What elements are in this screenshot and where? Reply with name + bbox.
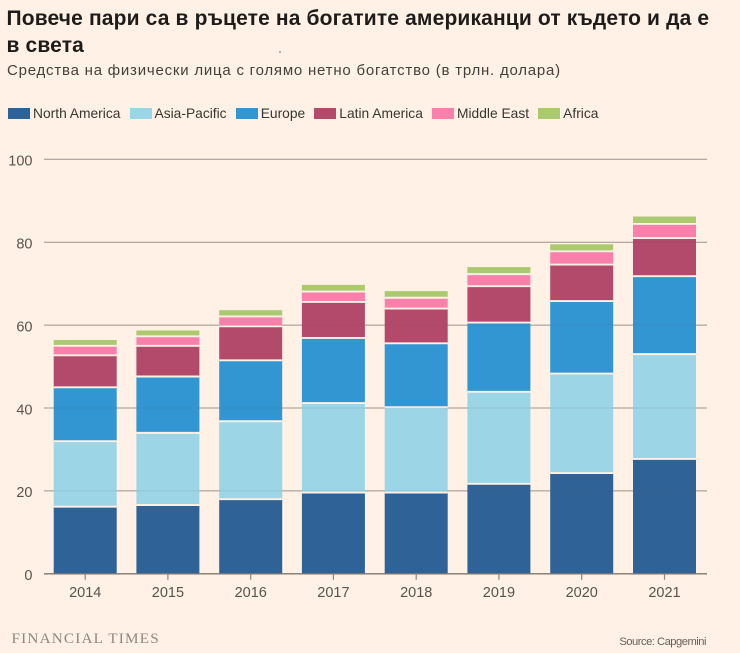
svg-text:60: 60 [16, 319, 32, 335]
svg-text:2018: 2018 [400, 585, 432, 601]
svg-text:80: 80 [16, 237, 32, 253]
svg-text:20: 20 [16, 485, 32, 501]
svg-text:2016: 2016 [235, 585, 267, 601]
svg-text:2020: 2020 [566, 585, 598, 601]
svg-text:0: 0 [24, 568, 32, 584]
svg-text:2021: 2021 [648, 585, 680, 601]
svg-text:40: 40 [16, 402, 32, 418]
svg-text:2019: 2019 [483, 585, 515, 601]
svg-text:2017: 2017 [317, 585, 349, 601]
svg-text:100: 100 [8, 154, 32, 170]
svg-text:2014: 2014 [69, 585, 101, 601]
svg-text:2015: 2015 [152, 585, 184, 601]
